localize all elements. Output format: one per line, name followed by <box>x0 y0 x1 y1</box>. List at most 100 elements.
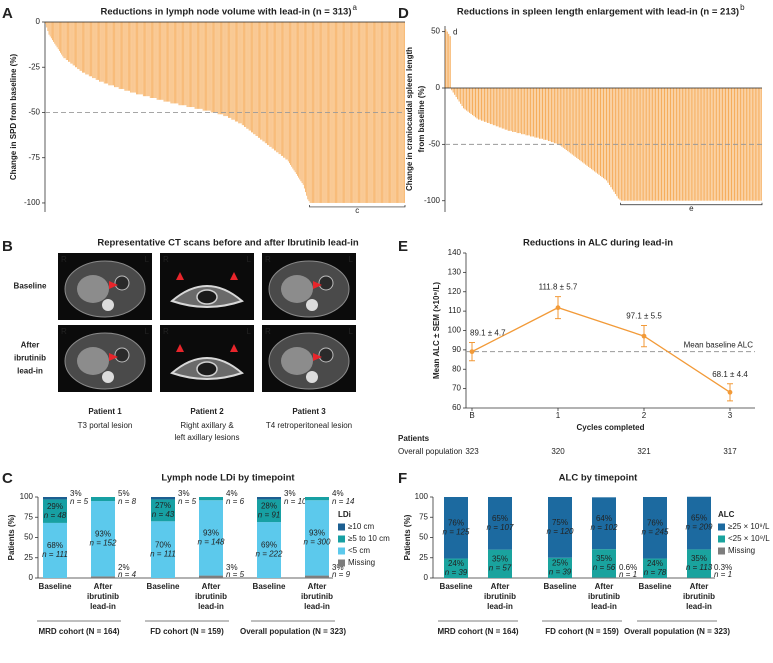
bar <box>293 22 295 171</box>
bar <box>314 22 316 203</box>
legend-label: Missing <box>348 558 375 567</box>
point <box>469 349 475 355</box>
bar <box>395 22 397 203</box>
bar <box>262 22 264 142</box>
bar <box>240 22 242 124</box>
bar <box>179 22 181 106</box>
bar-segment <box>257 497 281 500</box>
bar <box>147 22 149 97</box>
bar <box>87 22 89 75</box>
bar <box>100 22 102 82</box>
count-label: n = 245 <box>642 527 669 536</box>
bar <box>75 22 76 68</box>
bar <box>541 88 544 139</box>
bar <box>261 22 263 140</box>
lesion-description: T3 portal lesion <box>78 421 133 430</box>
bar <box>738 88 740 201</box>
bar <box>347 22 349 203</box>
bar <box>230 22 232 118</box>
bar <box>512 88 514 132</box>
row-label: Baseline <box>14 282 47 291</box>
bar <box>339 22 341 203</box>
value-label: 68% <box>47 541 63 550</box>
bar <box>452 88 454 93</box>
bar <box>659 88 661 201</box>
count-label: n = 9 <box>332 570 351 579</box>
value-label: 28% <box>261 501 277 510</box>
bar <box>338 22 340 203</box>
bar <box>215 22 217 113</box>
bar <box>264 22 266 144</box>
bar <box>494 88 496 126</box>
bar <box>588 88 590 167</box>
count-label: n = 39 <box>445 568 468 577</box>
y-axis-label: Patients (%) <box>7 514 16 560</box>
bar <box>280 22 282 156</box>
count-label: n = 209 <box>686 523 713 532</box>
bar <box>537 88 539 138</box>
bar <box>302 22 304 185</box>
bar <box>92 22 94 79</box>
bar <box>46 22 48 28</box>
bar <box>225 22 227 117</box>
y-tick-label: 50 <box>431 27 440 36</box>
bar <box>445 29 447 88</box>
x-axis-label: Cycles completed <box>576 423 644 432</box>
bar <box>292 22 294 169</box>
bar <box>608 88 610 185</box>
bar <box>268 22 270 146</box>
bar <box>275 22 277 151</box>
bar <box>148 22 150 97</box>
bar <box>286 22 288 160</box>
patient-count: 320 <box>551 447 565 456</box>
bar <box>284 22 286 158</box>
bar <box>171 22 173 104</box>
bar <box>183 22 184 106</box>
line <box>471 306 731 393</box>
bar <box>149 22 151 98</box>
bar-segment <box>43 522 67 578</box>
value-label: 24% <box>448 559 464 568</box>
bar <box>272 22 274 149</box>
bar <box>597 88 599 174</box>
bar <box>211 22 213 113</box>
bar <box>93 22 95 79</box>
bar-segment <box>488 497 512 550</box>
y-tick-label: 0 <box>436 83 441 92</box>
bar <box>491 88 493 125</box>
bar <box>276 22 278 153</box>
legend-title: LDi <box>338 510 351 519</box>
count-label: n = 300 <box>304 538 331 547</box>
bar <box>209 22 211 111</box>
bar <box>635 88 637 201</box>
bar <box>626 88 628 201</box>
patient-name: Patient 2 <box>190 407 224 416</box>
count-label: n = 56 <box>593 563 616 572</box>
bar <box>163 22 165 102</box>
bar <box>658 88 660 201</box>
legend-swatch <box>338 535 345 543</box>
bar <box>461 88 463 107</box>
bar <box>184 22 186 106</box>
bar <box>267 22 268 146</box>
bar <box>666 88 669 201</box>
bar <box>460 88 462 104</box>
bar <box>611 88 613 190</box>
bar <box>549 88 551 141</box>
y-tick-label: 70 <box>452 384 461 393</box>
bar <box>136 22 137 95</box>
bar <box>322 22 324 203</box>
bar <box>203 22 205 111</box>
bar <box>172 22 174 104</box>
ct-anatomy <box>102 371 114 383</box>
value-label: 69% <box>261 541 277 550</box>
value-label: 3% <box>178 489 190 498</box>
legend-label: Missing <box>728 546 755 555</box>
bar <box>231 22 233 120</box>
bar <box>187 22 189 108</box>
y-tick-label: -50 <box>428 139 440 148</box>
bar <box>466 88 468 111</box>
bar <box>300 22 302 182</box>
bar <box>498 88 500 128</box>
bar <box>558 88 560 145</box>
